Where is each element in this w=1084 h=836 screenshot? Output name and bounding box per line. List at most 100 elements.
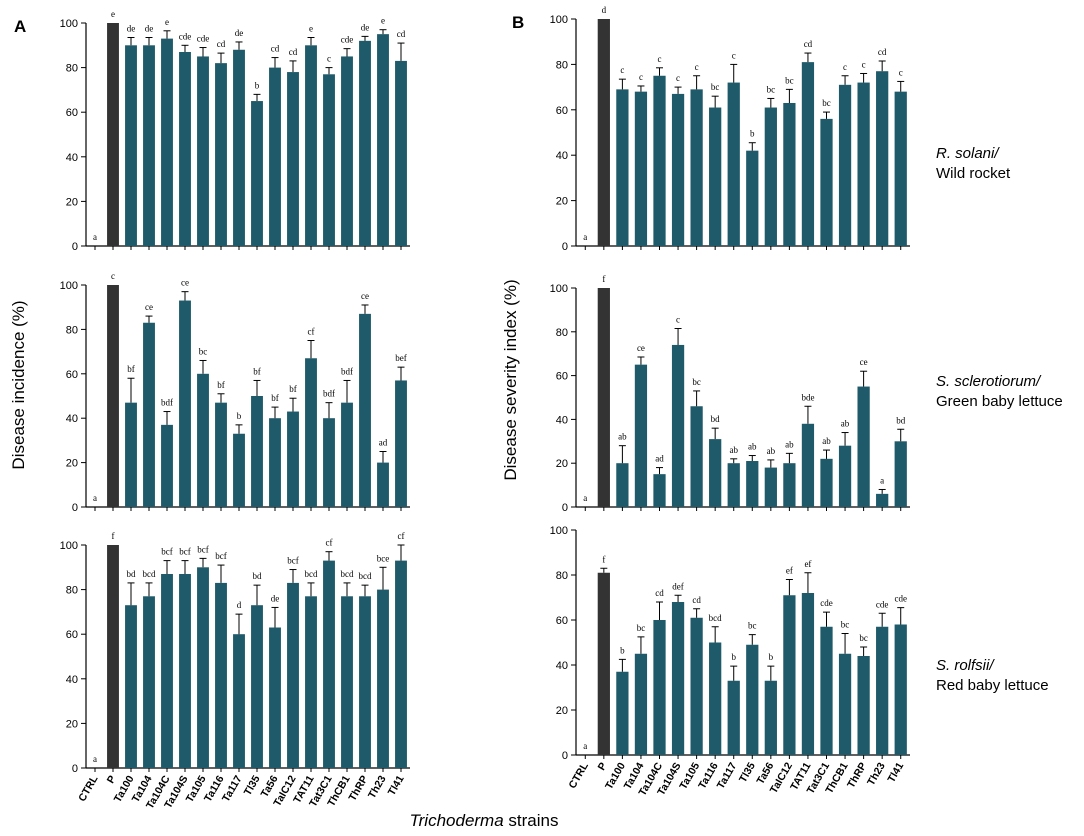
y-tick-label: 60 bbox=[66, 107, 78, 119]
significance-letter: d bbox=[602, 5, 607, 15]
bar-Th23 bbox=[876, 493, 889, 507]
y-tick-label: 40 bbox=[66, 674, 78, 686]
bar-Ta117 bbox=[233, 49, 245, 247]
y-tick-label: 0 bbox=[72, 763, 78, 775]
significance-letter: bd bbox=[896, 415, 906, 425]
significance-letter: bc bbox=[711, 82, 720, 92]
bar-TaIC12 bbox=[287, 411, 299, 507]
bar-TAT11 bbox=[305, 45, 317, 246]
bar-Ta116 bbox=[709, 107, 722, 246]
bar-Ta100 bbox=[616, 463, 629, 507]
bar-Ta100 bbox=[125, 45, 137, 246]
y-tick-label: 80 bbox=[556, 59, 568, 71]
panel-label-b: B bbox=[512, 13, 524, 32]
significance-letter: c bbox=[639, 72, 643, 82]
bar-Ta104S bbox=[671, 344, 685, 507]
y-tick-label: 40 bbox=[556, 414, 568, 426]
bar-P bbox=[597, 19, 610, 246]
significance-letter: cde bbox=[894, 594, 907, 604]
bar-Ta117 bbox=[727, 680, 740, 755]
significance-letter: bc bbox=[637, 623, 646, 633]
significance-letter: e bbox=[111, 9, 115, 19]
bar-ThCB1 bbox=[838, 84, 852, 246]
significance-letter: bc bbox=[841, 620, 850, 630]
significance-letter: cf bbox=[398, 531, 405, 541]
significance-letter: bdf bbox=[323, 389, 335, 399]
significance-letter: f bbox=[112, 531, 115, 541]
y-tick-label: 20 bbox=[556, 196, 568, 208]
y-tick-label: 100 bbox=[60, 540, 78, 552]
bar-Tl41 bbox=[894, 441, 907, 507]
bar-Ta117 bbox=[233, 634, 245, 768]
y-tick-label: 20 bbox=[556, 705, 568, 717]
bar-Ta104S bbox=[671, 93, 685, 246]
bar-Ta105 bbox=[197, 56, 209, 247]
x-axis-label-genus: Trichoderma bbox=[410, 811, 504, 830]
bar-TaIC12 bbox=[783, 463, 796, 507]
bar-ThRP bbox=[857, 82, 870, 246]
significance-letter: bcf bbox=[197, 544, 209, 554]
bar-Ta104S bbox=[671, 602, 685, 755]
bar-Tat3C1 bbox=[323, 418, 335, 507]
x-tick-label: Tl41 bbox=[885, 760, 906, 784]
bar-ThRP bbox=[857, 386, 870, 507]
significance-letter: bd bbox=[127, 569, 137, 579]
significance-letter: ce bbox=[361, 291, 369, 301]
row-pathogen-0: R. solani/ bbox=[936, 145, 1000, 162]
significance-letter: ef bbox=[786, 566, 793, 576]
bar-Th23 bbox=[377, 34, 389, 247]
significance-letter: ab bbox=[822, 436, 831, 446]
bar-Tat3C1 bbox=[820, 118, 833, 246]
bar-Ta116 bbox=[215, 402, 227, 507]
bar-Ta100 bbox=[125, 402, 137, 507]
y-tick-label: 60 bbox=[556, 615, 568, 627]
significance-letter: bcd bbox=[359, 571, 372, 581]
y-tick-label: 80 bbox=[556, 570, 568, 582]
significance-letter: bc bbox=[199, 346, 208, 356]
bar-Ta116 bbox=[709, 439, 722, 507]
x-tick-label: Th23 bbox=[865, 760, 888, 787]
significance-letter: ab bbox=[841, 419, 850, 429]
bar-Ta104 bbox=[143, 322, 155, 507]
significance-letter: b bbox=[731, 652, 736, 662]
significance-letter: a bbox=[93, 232, 97, 242]
bar-Ta105 bbox=[690, 89, 703, 247]
bar-ThRP bbox=[857, 656, 870, 755]
bar-P bbox=[597, 572, 610, 755]
bar-Tat3C1 bbox=[323, 74, 335, 246]
bar-ThCB1 bbox=[341, 596, 353, 768]
bar-Ta104C bbox=[653, 620, 666, 755]
bar-TAT11 bbox=[305, 358, 317, 507]
row-host-0: Wild rocket bbox=[936, 165, 1011, 182]
significance-letter: de bbox=[145, 23, 154, 33]
significance-letter: c bbox=[695, 62, 699, 72]
bar-Ta100 bbox=[616, 671, 629, 755]
y-tick-label: 40 bbox=[66, 413, 78, 425]
significance-letter: cde bbox=[341, 35, 354, 45]
bar-Th23 bbox=[377, 589, 389, 768]
bar-Tl41 bbox=[395, 60, 407, 246]
bar-ThCB1 bbox=[838, 653, 852, 755]
bar-Ta104C bbox=[653, 75, 666, 246]
significance-letter: cde bbox=[820, 598, 833, 608]
significance-letter: cd bbox=[878, 47, 887, 57]
significance-letter: cd bbox=[217, 39, 226, 49]
significance-letter: bf bbox=[289, 384, 297, 394]
bar-Tl41 bbox=[894, 91, 907, 246]
significance-letter: bcd bbox=[709, 613, 722, 623]
row-pathogen-2: S. rolfsii/ bbox=[936, 657, 995, 674]
y-tick-label: 20 bbox=[66, 718, 78, 730]
bar-ThRP bbox=[359, 40, 371, 247]
significance-letter: bd bbox=[711, 414, 721, 424]
bar-Tl41 bbox=[395, 380, 407, 507]
y-tick-label: 80 bbox=[66, 324, 78, 336]
bar-Ta116 bbox=[215, 63, 227, 246]
bar-Ta117 bbox=[233, 433, 245, 507]
y-tick-label: 100 bbox=[60, 280, 78, 292]
significance-letter: ce bbox=[860, 357, 868, 367]
bar-Ta104 bbox=[143, 596, 155, 768]
bar-Ta105 bbox=[690, 406, 703, 507]
y-tick-label: 0 bbox=[72, 241, 78, 253]
